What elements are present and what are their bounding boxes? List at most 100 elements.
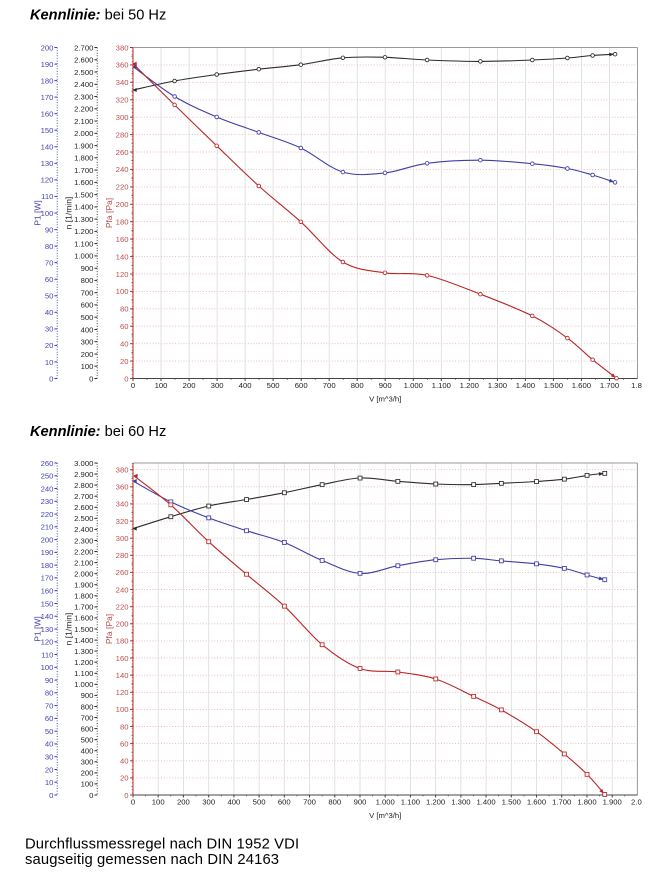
svg-text:100: 100 (81, 362, 94, 371)
svg-text:1.500: 1.500 (544, 381, 563, 390)
svg-text:P1 [W]: P1 [W] (33, 200, 43, 226)
svg-text:380: 380 (116, 43, 129, 52)
svg-text:800: 800 (81, 702, 94, 711)
svg-text:60: 60 (120, 322, 129, 331)
svg-text:1.100: 1.100 (401, 798, 420, 807)
svg-text:Kennlinie: bei 60 Hz: Kennlinie: bei 60 Hz (30, 424, 166, 440)
svg-text:1.600: 1.600 (74, 614, 93, 623)
svg-text:250: 250 (41, 472, 54, 481)
svg-text:1.400: 1.400 (74, 636, 93, 645)
svg-text:90: 90 (45, 225, 54, 234)
svg-text:1.700: 1.700 (74, 166, 93, 175)
svg-text:280: 280 (116, 551, 129, 560)
svg-text:100: 100 (152, 798, 165, 807)
svg-text:Pfa [Pa]: Pfa [Pa] (104, 198, 114, 228)
svg-text:20: 20 (120, 774, 129, 783)
svg-text:240: 240 (116, 585, 129, 594)
svg-text:180: 180 (41, 561, 54, 570)
svg-text:340: 340 (116, 78, 129, 87)
svg-text:2.600: 2.600 (74, 503, 93, 512)
svg-text:1.200: 1.200 (426, 798, 445, 807)
svg-text:140: 140 (116, 252, 129, 261)
svg-text:2.300: 2.300 (74, 92, 93, 101)
svg-text:40: 40 (45, 740, 54, 749)
svg-text:900: 900 (379, 381, 392, 390)
svg-text:1.900: 1.900 (603, 798, 622, 807)
svg-text:1.900: 1.900 (74, 141, 93, 150)
svg-text:280: 280 (116, 130, 129, 139)
svg-text:230: 230 (41, 497, 54, 506)
svg-text:saugseitig gemessen nach DIN 2: saugseitig gemessen nach DIN 24163 (25, 852, 279, 868)
svg-text:1.700: 1.700 (552, 798, 571, 807)
svg-text:1.000: 1.000 (74, 680, 93, 689)
svg-text:90: 90 (45, 676, 54, 685)
svg-text:700: 700 (303, 798, 316, 807)
svg-text:20: 20 (120, 357, 129, 366)
svg-text:800: 800 (328, 798, 341, 807)
svg-text:100: 100 (81, 780, 94, 789)
svg-text:180: 180 (116, 218, 129, 227)
svg-text:1.800: 1.800 (577, 798, 596, 807)
svg-text:0: 0 (89, 791, 93, 800)
svg-text:0: 0 (124, 374, 128, 383)
svg-text:170: 170 (41, 574, 54, 583)
svg-text:100: 100 (116, 287, 129, 296)
svg-text:1.900: 1.900 (74, 581, 93, 590)
svg-text:160: 160 (116, 654, 129, 663)
svg-text:300: 300 (116, 113, 129, 122)
svg-text:160: 160 (41, 587, 54, 596)
svg-text:240: 240 (116, 165, 129, 174)
svg-text:170: 170 (41, 93, 54, 102)
svg-text:60: 60 (45, 714, 54, 723)
svg-text:900: 900 (81, 264, 94, 273)
svg-text:2.200: 2.200 (74, 105, 93, 114)
svg-text:120: 120 (41, 638, 54, 647)
svg-text:190: 190 (41, 548, 54, 557)
svg-text:2.000: 2.000 (74, 129, 93, 138)
svg-text:300: 300 (81, 338, 94, 347)
svg-text:1.000: 1.000 (74, 252, 93, 261)
svg-text:1.600: 1.600 (527, 798, 546, 807)
svg-text:2.400: 2.400 (74, 525, 93, 534)
svg-text:400: 400 (81, 747, 94, 756)
svg-text:V [m^3/h]: V [m^3/h] (369, 811, 401, 820)
svg-text:1.000: 1.000 (404, 381, 423, 390)
svg-text:150: 150 (41, 126, 54, 135)
svg-text:260: 260 (116, 148, 129, 157)
svg-text:1.600: 1.600 (74, 178, 93, 187)
svg-text:400: 400 (227, 798, 240, 807)
svg-text:800: 800 (351, 381, 364, 390)
svg-text:800: 800 (81, 276, 94, 285)
svg-text:50: 50 (45, 292, 54, 301)
svg-text:2.600: 2.600 (74, 56, 93, 65)
svg-text:110: 110 (41, 192, 53, 201)
svg-text:900: 900 (81, 691, 94, 700)
svg-text:160: 160 (41, 110, 54, 119)
svg-text:40: 40 (120, 340, 129, 349)
svg-text:120: 120 (116, 270, 129, 279)
svg-text:340: 340 (116, 500, 129, 509)
svg-text:1.800: 1.800 (74, 154, 93, 163)
svg-text:2.800: 2.800 (74, 481, 93, 490)
svg-text:600: 600 (278, 798, 291, 807)
svg-text:2.700: 2.700 (74, 492, 93, 501)
svg-text:200: 200 (81, 769, 94, 778)
svg-text:300: 300 (116, 534, 129, 543)
svg-text:120: 120 (41, 176, 54, 185)
svg-text:1.300: 1.300 (74, 215, 93, 224)
svg-text:120: 120 (116, 688, 129, 697)
svg-text:400: 400 (239, 381, 252, 390)
svg-text:80: 80 (45, 689, 54, 698)
svg-text:20: 20 (45, 765, 54, 774)
svg-text:300: 300 (211, 381, 224, 390)
svg-text:1.400: 1.400 (74, 203, 93, 212)
svg-text:80: 80 (120, 305, 129, 314)
svg-text:1.400: 1.400 (516, 381, 535, 390)
svg-text:n [1/min]: n [1/min] (64, 613, 74, 646)
svg-text:2.500: 2.500 (74, 68, 93, 77)
svg-text:180: 180 (116, 637, 129, 646)
svg-text:0: 0 (89, 374, 93, 383)
svg-text:20: 20 (45, 341, 54, 350)
svg-text:80: 80 (45, 242, 54, 251)
svg-text:2.500: 2.500 (74, 514, 93, 523)
